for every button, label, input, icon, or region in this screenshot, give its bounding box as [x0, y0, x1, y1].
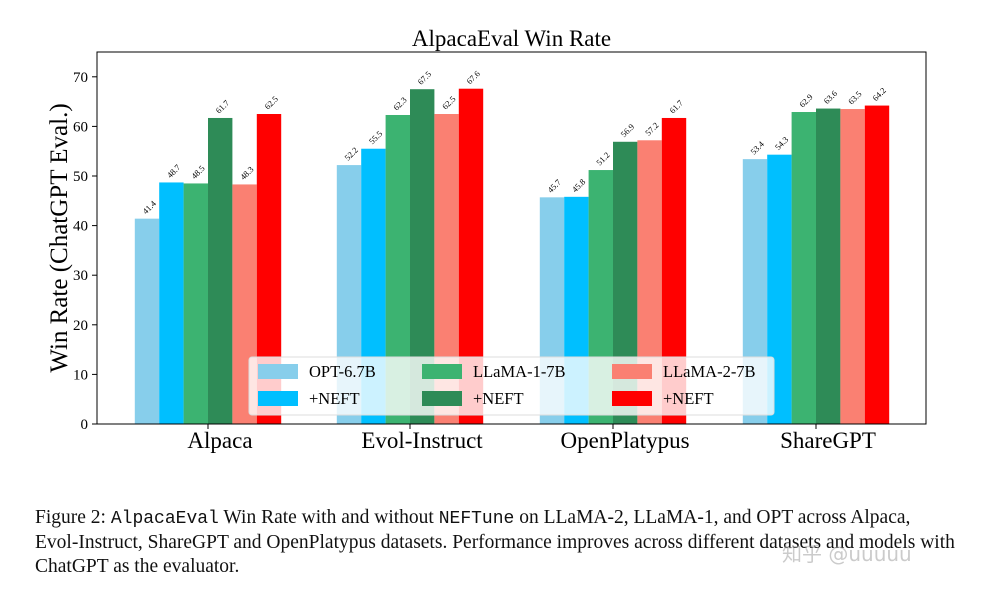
chart-title: AlpacaEval Win Rate [412, 26, 611, 51]
legend-swatch-3 [422, 391, 462, 406]
bar-value-label: 56.9 [619, 122, 637, 140]
y-tick-label: 0 [81, 417, 89, 433]
bar-value-label: 48.7 [165, 162, 183, 180]
bar-value-label: 64.2 [870, 85, 888, 103]
legend-swatch-1 [258, 391, 298, 406]
bar-sharegpt-3 [816, 108, 841, 424]
legend-swatch-2 [422, 364, 462, 379]
bar-sharegpt-4 [840, 109, 865, 424]
bar-sharegpt-2 [791, 112, 816, 425]
legend-swatch-5 [612, 391, 652, 406]
bar-value-label: 63.6 [822, 88, 840, 106]
bar-chart: AlpacaEval Win Rate Win Rate (ChatGPT Eva… [46, 26, 927, 453]
caption-prefix: Figure 2: [35, 507, 111, 528]
y-tick-label: 40 [73, 219, 88, 235]
legend-swatch-0 [258, 364, 298, 379]
y-tick-label: 20 [73, 318, 88, 334]
bar-value-label: 67.6 [464, 69, 482, 87]
plot-frame [96, 51, 927, 425]
legend-label-1: +NEFT [309, 389, 360, 408]
bar-value-label: 55.5 [367, 129, 385, 147]
caption-code-neftune: NEFTune [438, 509, 515, 529]
y-tick-label: 60 [73, 119, 88, 135]
bar-value-label: 57.2 [643, 120, 661, 138]
bar-value-label: 62.3 [391, 95, 409, 113]
bar-value-label: 52.2 [342, 145, 360, 163]
watermark: 知乎 @uuuuu [782, 542, 912, 566]
y-tick-label: 70 [73, 70, 88, 86]
bar-value-label: 63.5 [846, 89, 864, 107]
bar-value-label: 62.5 [262, 94, 280, 112]
legend-swatch-4 [612, 364, 652, 379]
legend-label-0: OPT-6.7B [309, 362, 376, 381]
x-tick-label: Evol-Instruct [361, 428, 483, 453]
legend-label-4: LLaMA-2-7B [663, 362, 756, 381]
bar-value-label: 62.5 [440, 94, 458, 112]
bar-value-label: 48.5 [189, 163, 207, 181]
bar-value-label: 51.2 [594, 150, 612, 168]
y-tick-label: 50 [73, 169, 88, 185]
bar-value-label: 67.5 [416, 69, 434, 87]
x-tick-label: ShareGPT [780, 428, 876, 453]
bar-alpaca-2 [183, 183, 208, 424]
bar-value-label: 45.7 [545, 177, 563, 195]
caption-rest: on LLaMA-2, LLaMA-1, and OPT across Alpa… [35, 507, 955, 577]
bar-sharegpt-5 [864, 105, 890, 425]
bar-value-label: 41.4 [140, 198, 158, 216]
bar-alpaca-3 [208, 117, 233, 424]
legend-label-5: +NEFT [663, 389, 714, 408]
x-tick-label: OpenPlatypus [560, 428, 689, 453]
bar-value-label: 62.9 [797, 92, 815, 110]
y-tick-label: 30 [73, 268, 88, 284]
y-tick-label: 10 [73, 367, 88, 383]
y-axis-label: Win Rate (ChatGPT Eval.) [46, 103, 73, 372]
legend-label-2: LLaMA-1-7B [473, 362, 566, 381]
bar-alpaca-1 [159, 182, 184, 424]
caption-mid: Win Rate with and without [218, 507, 439, 528]
x-tick-label: Alpaca [187, 428, 252, 453]
bar-value-label: 61.7 [667, 98, 685, 116]
bar-value-label: 53.4 [748, 138, 766, 156]
bar-value-label: 48.3 [238, 164, 256, 182]
bar-alpaca-0 [134, 218, 160, 424]
bar-value-label: 45.8 [570, 177, 588, 195]
caption-code-alpacaeval: AlpacaEval [110, 509, 219, 529]
bar-value-label: 54.3 [773, 134, 791, 152]
figure-caption: Figure 2: AlpacaEval Win Rate with and w… [35, 506, 955, 579]
legend-label-3: +NEFT [473, 389, 524, 408]
bar-value-label: 61.7 [214, 98, 232, 116]
